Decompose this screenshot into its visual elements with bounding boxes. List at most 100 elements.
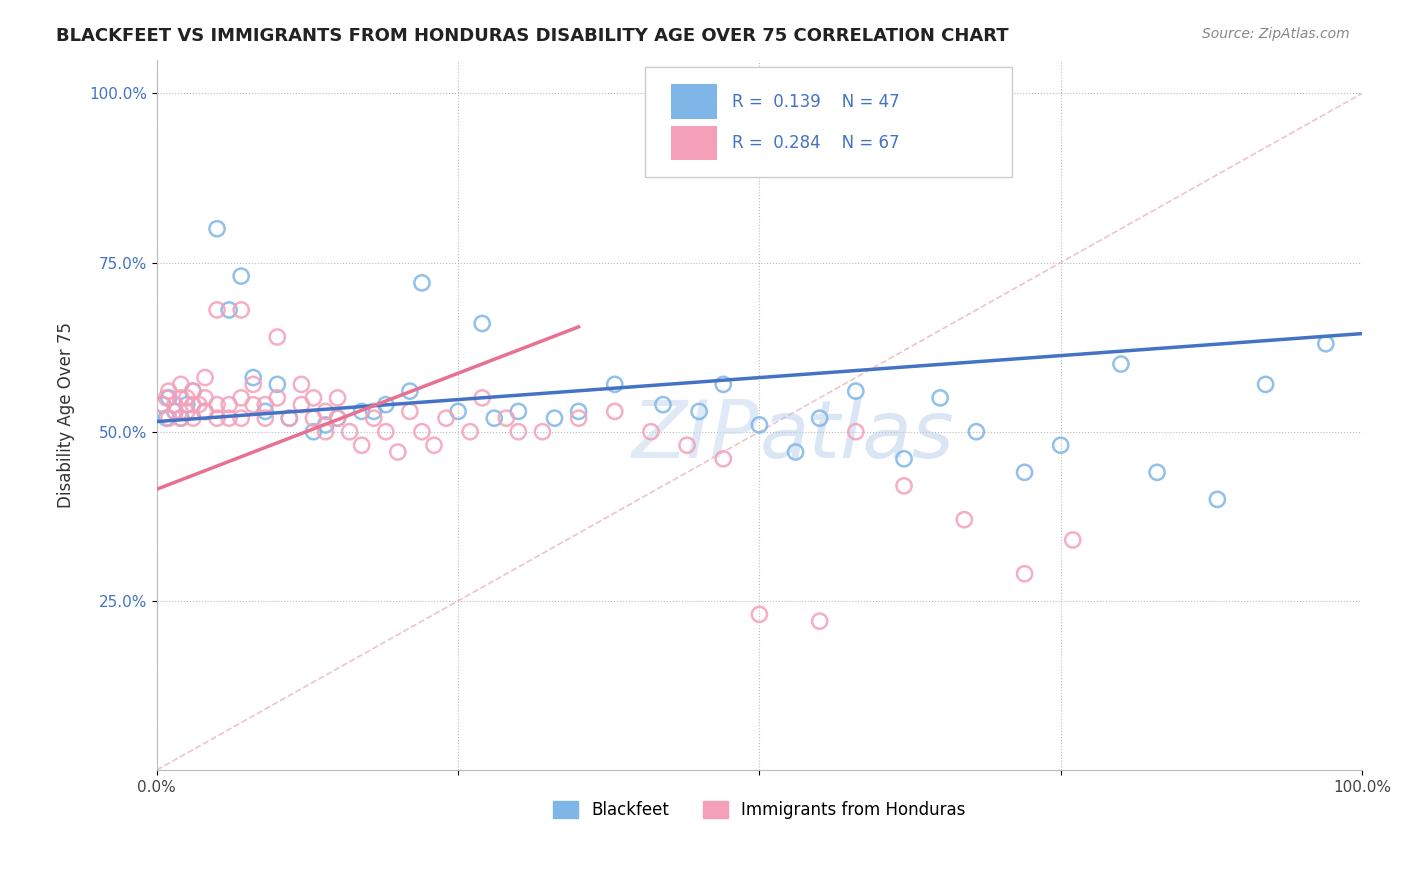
Point — [688, 404, 710, 418]
Point — [339, 425, 361, 439]
Point — [155, 411, 177, 425]
Point — [152, 398, 174, 412]
Point — [170, 377, 193, 392]
Point — [785, 445, 807, 459]
Point — [176, 398, 198, 412]
Point — [603, 377, 626, 392]
Point — [1146, 465, 1168, 479]
Point — [266, 330, 288, 344]
Point — [152, 398, 174, 412]
Point — [363, 411, 385, 425]
Point — [531, 425, 554, 439]
Point — [387, 445, 409, 459]
Point — [157, 384, 180, 398]
Point — [194, 391, 217, 405]
Point — [181, 411, 204, 425]
Point — [676, 438, 699, 452]
Point — [495, 411, 517, 425]
Point — [543, 411, 565, 425]
Point — [231, 391, 253, 405]
Point — [808, 411, 831, 425]
Point — [399, 404, 422, 418]
Point — [302, 411, 325, 425]
Point — [194, 404, 217, 418]
Point — [350, 438, 373, 452]
Point — [508, 404, 530, 418]
Point — [458, 425, 481, 439]
Point — [194, 370, 217, 384]
Point — [374, 425, 396, 439]
Point — [176, 404, 198, 418]
Point — [326, 411, 349, 425]
Point — [893, 479, 915, 493]
Point — [374, 398, 396, 412]
Point — [1014, 465, 1036, 479]
Point — [218, 398, 240, 412]
Point — [205, 302, 228, 317]
Point — [953, 513, 976, 527]
Point — [278, 411, 301, 425]
Point — [157, 391, 180, 405]
Point — [231, 302, 253, 317]
Point — [363, 404, 385, 418]
Point — [188, 398, 211, 412]
Point — [1206, 492, 1229, 507]
Point — [254, 411, 277, 425]
Point — [290, 377, 312, 392]
Point — [484, 411, 506, 425]
Point — [242, 377, 264, 392]
Text: R =  0.284    N = 67: R = 0.284 N = 67 — [731, 134, 900, 152]
Point — [748, 417, 770, 432]
Point — [808, 614, 831, 628]
Point — [163, 404, 186, 418]
Point — [155, 391, 177, 405]
Point — [423, 438, 446, 452]
Point — [845, 384, 868, 398]
Point — [1109, 357, 1132, 371]
Point — [266, 391, 288, 405]
Point — [1014, 566, 1036, 581]
Point — [568, 411, 591, 425]
Point — [181, 384, 204, 398]
Point — [315, 425, 337, 439]
Point — [278, 411, 301, 425]
Text: atlas: atlas — [759, 397, 955, 475]
Point — [711, 451, 734, 466]
Text: BLACKFEET VS IMMIGRANTS FROM HONDURAS DISABILITY AGE OVER 75 CORRELATION CHART: BLACKFEET VS IMMIGRANTS FROM HONDURAS DI… — [56, 27, 1010, 45]
Point — [411, 276, 433, 290]
Point — [845, 425, 868, 439]
Point — [181, 384, 204, 398]
Point — [254, 404, 277, 418]
Point — [315, 417, 337, 432]
Point — [1062, 533, 1084, 547]
Point — [471, 317, 494, 331]
Point — [181, 398, 204, 412]
Point — [205, 221, 228, 235]
Point — [170, 411, 193, 425]
Point — [157, 411, 180, 425]
Point — [1315, 336, 1337, 351]
Point — [302, 391, 325, 405]
Point — [603, 404, 626, 418]
Point — [170, 411, 193, 425]
Point — [326, 391, 349, 405]
Point — [231, 411, 253, 425]
FancyBboxPatch shape — [672, 126, 717, 160]
Point — [965, 425, 987, 439]
Point — [242, 370, 264, 384]
Point — [568, 404, 591, 418]
Text: R =  0.139    N = 47: R = 0.139 N = 47 — [731, 93, 900, 111]
Point — [640, 425, 662, 439]
Point — [711, 377, 734, 392]
Point — [302, 425, 325, 439]
Point — [254, 398, 277, 412]
Point — [508, 425, 530, 439]
Point — [1049, 438, 1071, 452]
FancyBboxPatch shape — [672, 85, 717, 119]
Text: ZIP: ZIP — [633, 397, 759, 475]
Point — [218, 302, 240, 317]
Point — [205, 398, 228, 412]
Point — [163, 398, 186, 412]
Point — [266, 377, 288, 392]
Point — [218, 411, 240, 425]
